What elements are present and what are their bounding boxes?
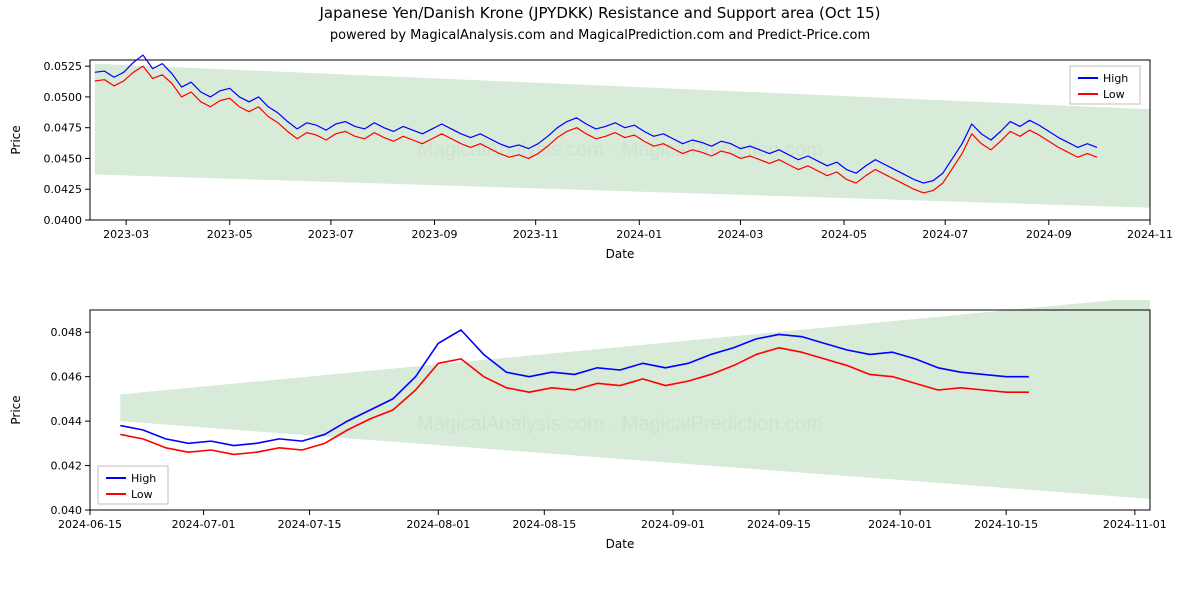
svg-text:2024-07: 2024-07 bbox=[922, 228, 968, 241]
svg-text:Date: Date bbox=[606, 537, 635, 551]
svg-text:2024-07-01: 2024-07-01 bbox=[172, 518, 236, 531]
svg-text:2024-08-15: 2024-08-15 bbox=[512, 518, 576, 531]
svg-text:2024-05: 2024-05 bbox=[821, 228, 867, 241]
svg-text:2024-10-15: 2024-10-15 bbox=[974, 518, 1038, 531]
svg-text:0.0450: 0.0450 bbox=[44, 152, 83, 165]
svg-text:High: High bbox=[131, 472, 156, 485]
svg-text:High: High bbox=[1103, 72, 1128, 85]
svg-text:0.042: 0.042 bbox=[51, 460, 83, 473]
svg-text:0.0475: 0.0475 bbox=[44, 122, 83, 135]
svg-text:Date: Date bbox=[606, 247, 635, 261]
svg-text:2024-08-01: 2024-08-01 bbox=[406, 518, 470, 531]
svg-text:0.0425: 0.0425 bbox=[44, 183, 83, 196]
svg-text:2024-06-15: 2024-06-15 bbox=[58, 518, 122, 531]
chart-subtitle: powered by MagicalAnalysis.com and Magic… bbox=[0, 28, 1200, 43]
svg-text:2023-09: 2023-09 bbox=[412, 228, 458, 241]
svg-text:0.040: 0.040 bbox=[51, 504, 83, 517]
svg-text:2023-11: 2023-11 bbox=[513, 228, 559, 241]
chart-title: Japanese Yen/Danish Krone (JPYDKK) Resis… bbox=[0, 4, 1200, 22]
svg-text:2024-01: 2024-01 bbox=[616, 228, 662, 241]
svg-text:0.044: 0.044 bbox=[51, 415, 83, 428]
svg-text:2023-03: 2023-03 bbox=[103, 228, 149, 241]
svg-text:2024-09-01: 2024-09-01 bbox=[641, 518, 705, 531]
svg-text:Low: Low bbox=[1103, 88, 1125, 101]
svg-text:2024-11-01: 2024-11-01 bbox=[1103, 518, 1167, 531]
svg-text:2023-05: 2023-05 bbox=[207, 228, 253, 241]
svg-text:Price: Price bbox=[9, 395, 23, 424]
top-chart-panel: MagicalAnalysis.com · MagicalPrediction.… bbox=[0, 50, 1200, 290]
svg-text:0.0500: 0.0500 bbox=[44, 91, 83, 104]
svg-text:2024-10-01: 2024-10-01 bbox=[868, 518, 932, 531]
bottom-chart-panel: MagicalAnalysis.com · MagicalPrediction.… bbox=[0, 300, 1200, 590]
svg-text:2024-09-15: 2024-09-15 bbox=[747, 518, 811, 531]
svg-text:0.0525: 0.0525 bbox=[44, 60, 83, 73]
svg-text:2023-07: 2023-07 bbox=[308, 228, 354, 241]
svg-text:Low: Low bbox=[131, 488, 153, 501]
svg-text:Price: Price bbox=[9, 125, 23, 154]
svg-text:0.0400: 0.0400 bbox=[44, 214, 83, 227]
svg-text:2024-07-15: 2024-07-15 bbox=[278, 518, 342, 531]
svg-text:2024-09: 2024-09 bbox=[1026, 228, 1072, 241]
svg-text:2024-11: 2024-11 bbox=[1127, 228, 1173, 241]
svg-text:0.046: 0.046 bbox=[51, 371, 83, 384]
svg-text:2024-03: 2024-03 bbox=[717, 228, 763, 241]
svg-text:0.048: 0.048 bbox=[51, 326, 83, 339]
